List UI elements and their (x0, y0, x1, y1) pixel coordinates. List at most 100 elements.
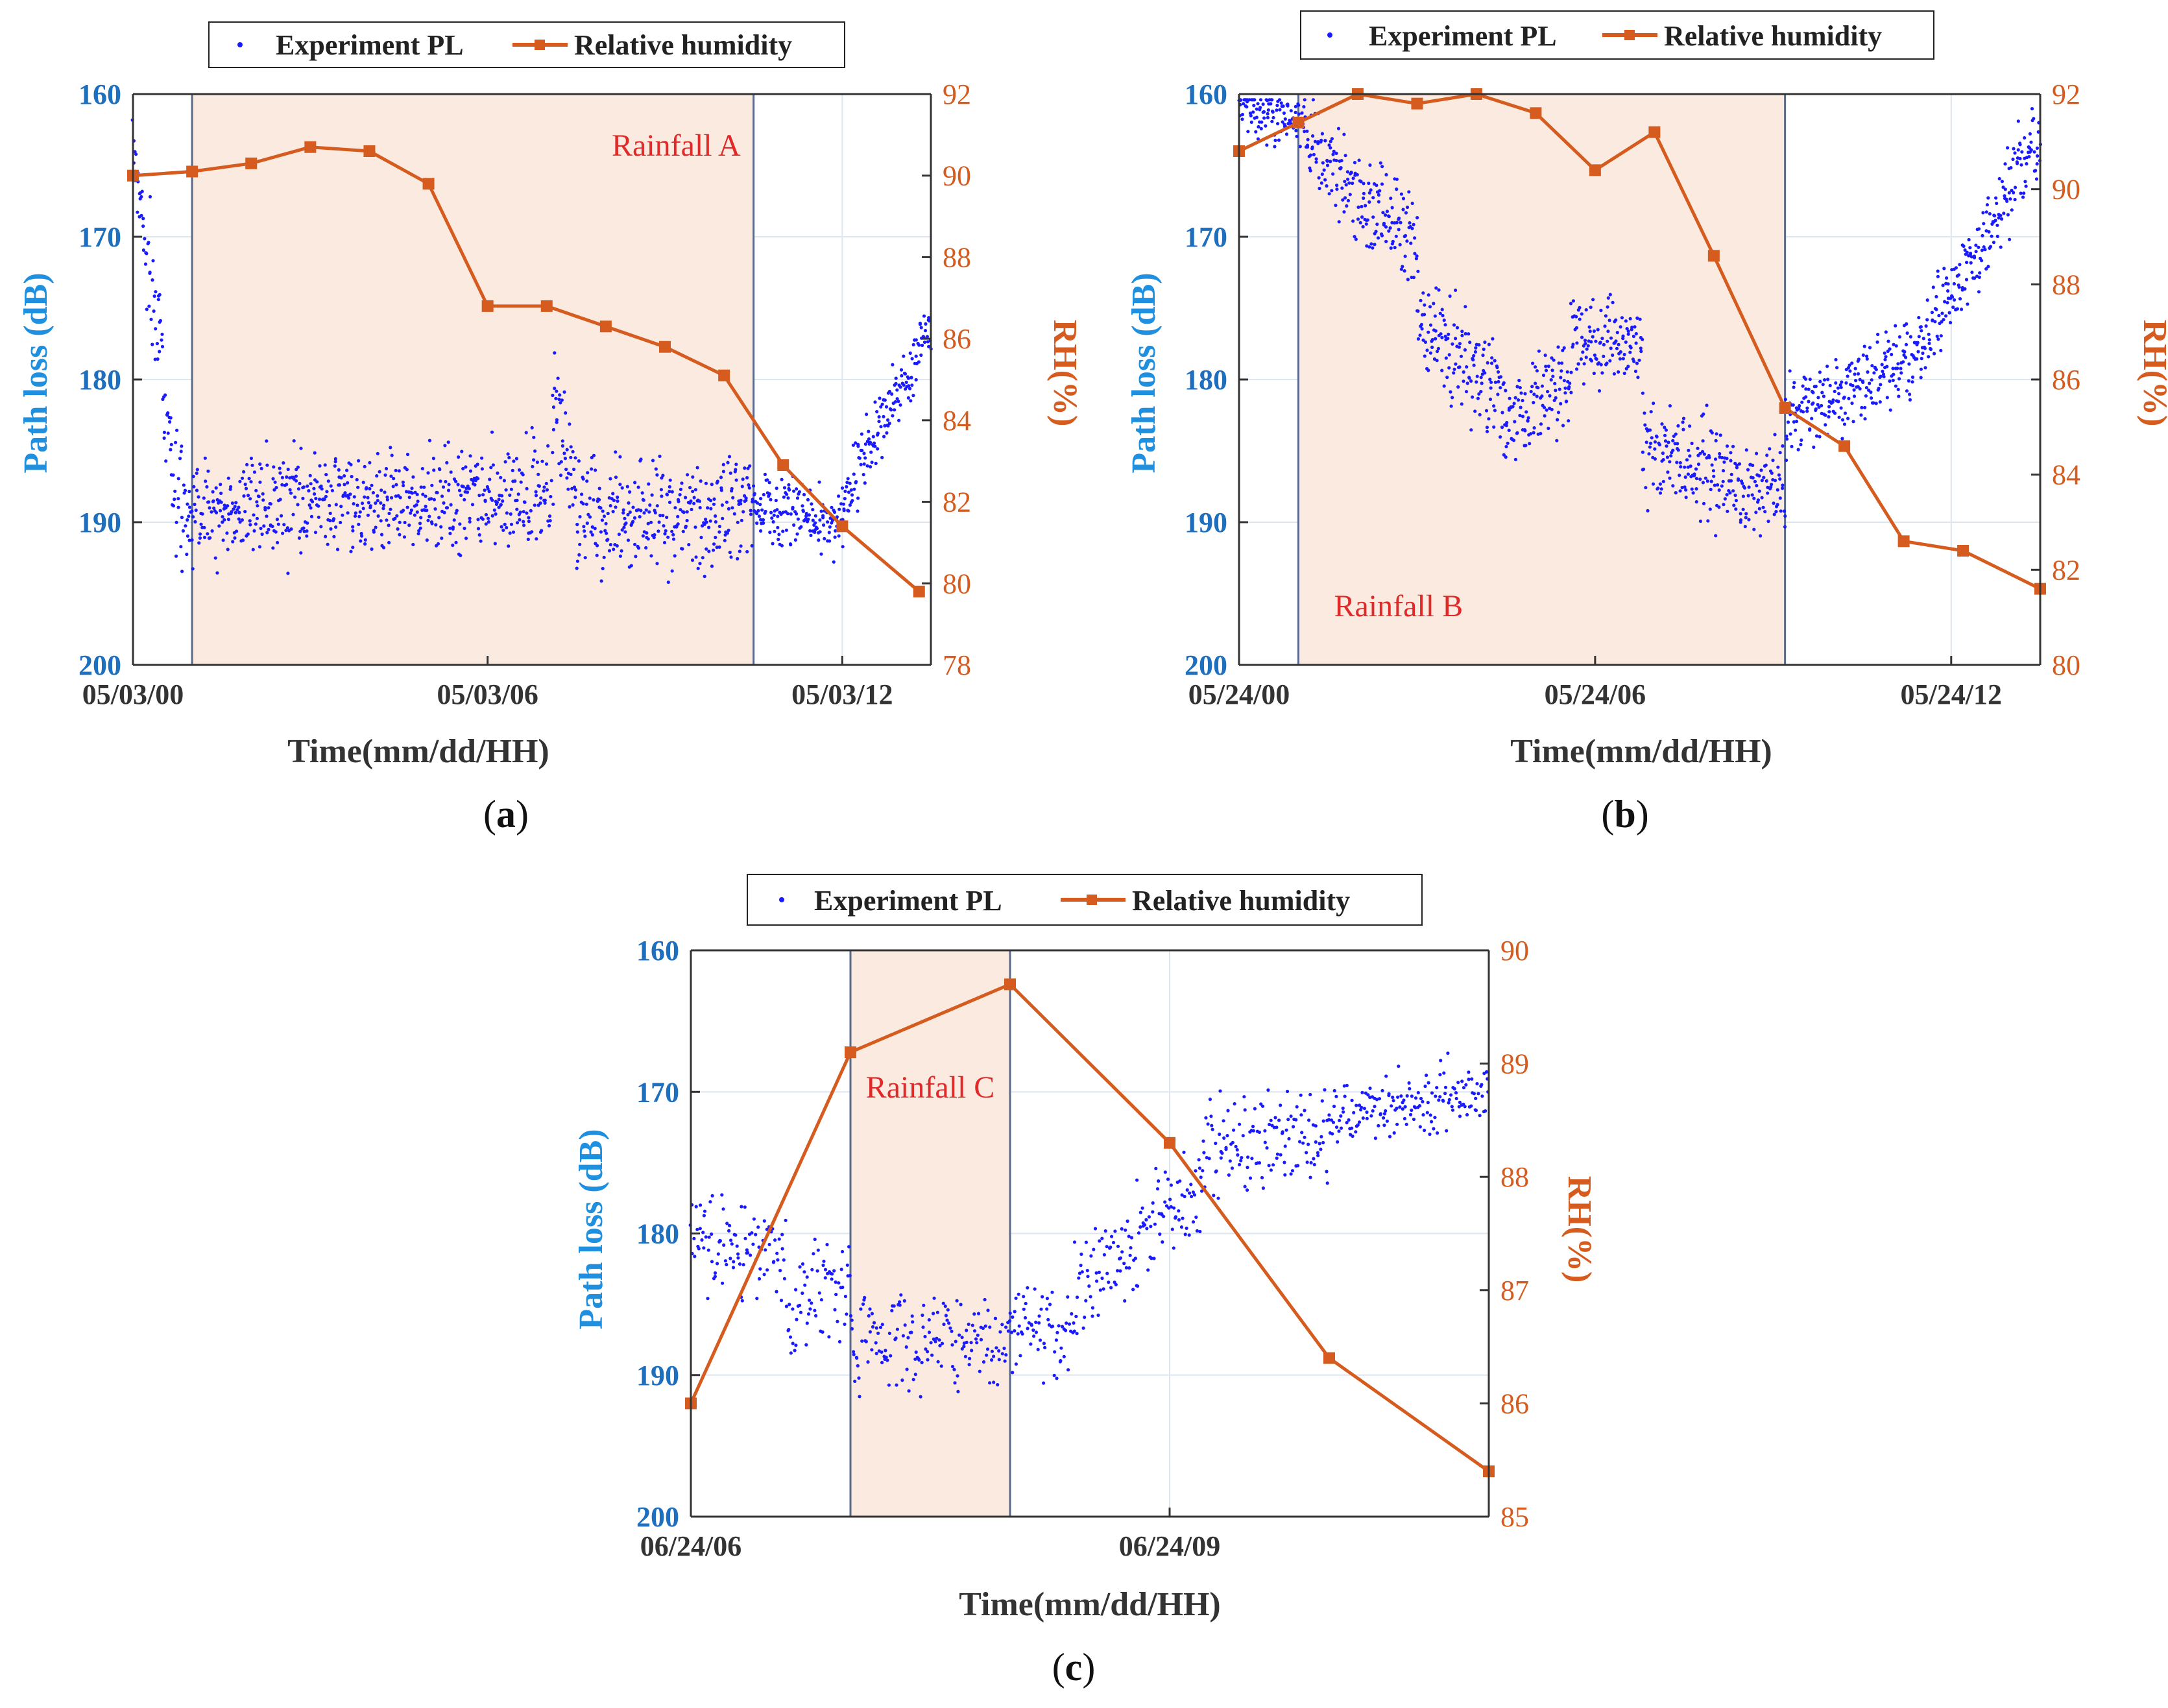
pl-point (925, 335, 929, 339)
pl-point (1405, 239, 1409, 243)
pl-point (1050, 1290, 1054, 1294)
pl-point (1663, 439, 1668, 443)
pl-point (876, 431, 880, 435)
pl-point (439, 525, 443, 529)
pl-point (1447, 353, 1451, 357)
pl-point (1194, 1215, 1198, 1219)
pl-point (1290, 1169, 1295, 1173)
pl-point (1487, 343, 1491, 346)
pl-point (376, 451, 379, 455)
pl-point (1425, 1074, 1428, 1077)
pl-point (535, 537, 538, 541)
pl-point (902, 354, 906, 358)
pl-point (1967, 237, 1971, 242)
pl-point (1350, 1098, 1354, 1102)
pl-point (1927, 338, 1931, 342)
pl-point (1489, 380, 1493, 384)
pl-point (1318, 1142, 1321, 1146)
pl-point (401, 480, 405, 485)
pl-point (658, 514, 662, 518)
pl-point (176, 477, 180, 481)
pl-point (271, 524, 274, 529)
pl-point (1513, 396, 1517, 400)
panel-b: Experiment PL Relative humidity Rainfall… (1126, 10, 2168, 836)
pl-point (1542, 405, 1547, 409)
pl-point (1978, 271, 1982, 275)
pl-point (861, 473, 865, 477)
pl-point (1521, 415, 1525, 418)
pl-point (1357, 1120, 1362, 1124)
pl-point (1177, 1218, 1181, 1222)
pl-point (1555, 439, 1559, 442)
pl-point (254, 522, 258, 526)
pl-point (631, 520, 635, 523)
pl-point (897, 400, 900, 403)
pl-point (692, 1236, 696, 1240)
pl-point (1147, 1215, 1151, 1219)
pl-point (1593, 353, 1596, 357)
pl-point (592, 498, 596, 502)
pl-point (1776, 465, 1780, 469)
pl-point (518, 511, 522, 514)
pl-point (284, 529, 288, 533)
pl-point (1037, 1314, 1041, 1318)
pl-point (1491, 337, 1495, 341)
pl-point (1655, 435, 1659, 439)
pl-point (1617, 370, 1620, 374)
pl-scatter-series (1237, 98, 2042, 538)
pl-point (1850, 402, 1854, 405)
pl-point (589, 530, 593, 534)
pl-point (704, 518, 708, 522)
pl-point (1296, 1164, 1300, 1168)
pl-point (405, 468, 409, 472)
pl-point (1633, 325, 1637, 329)
pl-point (149, 317, 153, 321)
pl-point (1744, 512, 1748, 516)
pl-point (2008, 237, 2012, 241)
pl-point (837, 1340, 842, 1343)
pl-point (852, 472, 856, 476)
pl-point (1504, 444, 1508, 449)
pl-point (815, 527, 819, 531)
pl-point (871, 435, 875, 439)
pl-point (394, 468, 398, 472)
pl-point (269, 502, 272, 506)
pl-point (226, 518, 230, 522)
pl-point (575, 530, 579, 534)
pl-point (1364, 222, 1368, 226)
pl-point (273, 480, 277, 484)
pl-point (1945, 301, 1949, 305)
pl-point (1818, 370, 1822, 374)
pl-point (734, 468, 738, 472)
rh-point (186, 165, 199, 178)
pl-point (1284, 1128, 1288, 1132)
pl-point (990, 1358, 994, 1362)
pl-point (908, 351, 912, 355)
pl-point (714, 535, 717, 540)
pl-point (366, 496, 370, 499)
pl-point (2029, 148, 2033, 152)
pl-point (1859, 413, 1863, 417)
pl-point (655, 562, 659, 566)
pl-point (565, 476, 569, 480)
pl-point (288, 488, 292, 492)
pl-point (522, 510, 525, 514)
pl-point (860, 448, 864, 453)
pl-point (190, 538, 194, 542)
pl-point (570, 487, 574, 490)
pl-point (775, 508, 779, 512)
y-axis-right-label-a: RH(%) (1046, 320, 1083, 427)
pl-point (1946, 282, 1950, 286)
pl-point (1824, 423, 1827, 427)
pl-point (1401, 197, 1406, 200)
pl-point (1355, 1103, 1358, 1107)
pl-point (1478, 1114, 1482, 1118)
pl-point (164, 459, 168, 463)
pl-point (1427, 293, 1430, 297)
pl-point (1568, 381, 1572, 385)
pl-point (429, 497, 433, 501)
pl-point (1764, 463, 1768, 467)
pl-point (464, 465, 468, 469)
pl-point (762, 1219, 766, 1223)
pl-point (1811, 391, 1815, 394)
